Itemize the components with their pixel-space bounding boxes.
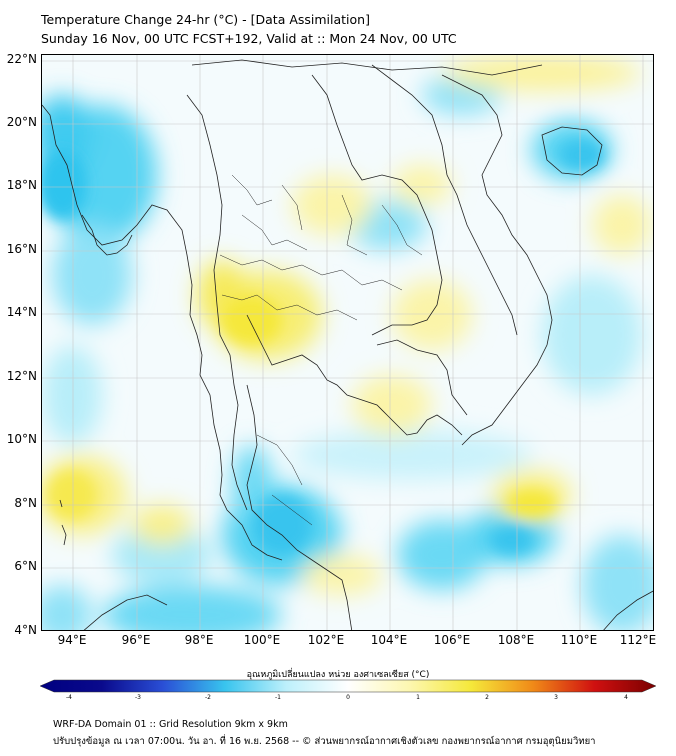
lat-label-10n: 10°N	[6, 432, 37, 446]
lon-label-110e: 110°E	[560, 633, 598, 647]
lat-label-4n: 4°N	[14, 623, 37, 637]
lon-label-102e: 102°E	[307, 633, 345, 647]
colorbar-title: อุณหภูมิเปลี่ยนแปลง หน่วย องศาเซลเซียส (…	[246, 670, 430, 680]
lat-label-14n: 14°N	[6, 305, 37, 319]
footer-credit: ปรับปรุงข้อมูล ณ เวลา 07:00น. วัน อา. ที…	[53, 736, 596, 747]
lat-label-8n: 8°N	[14, 496, 37, 510]
colorbar	[40, 679, 656, 693]
colorbar-tick: 4	[624, 694, 628, 701]
map-title: Temperature Change 24-hr (°C) - [Data As…	[41, 12, 370, 27]
colorbar-tick: 2	[485, 694, 489, 701]
lat-label-16n: 16°N	[6, 242, 37, 256]
coastlines-borders	[42, 59, 653, 630]
lon-label-104e: 104°E	[370, 633, 408, 647]
colorbar-tick: -2	[205, 694, 211, 701]
temperature-field-detail	[42, 140, 604, 555]
lat-label-12n: 12°N	[6, 369, 37, 383]
lat-label-6n: 6°N	[14, 559, 37, 573]
lat-label-20n: 20°N	[6, 115, 37, 129]
colorbar-tick: 3	[554, 694, 558, 701]
lon-label-94e: 94°E	[57, 633, 87, 647]
colorbar-tick: 1	[416, 694, 420, 701]
temperature-change-map[interactable]	[41, 54, 654, 631]
lon-label-98e: 98°E	[184, 633, 214, 647]
colorbar-tick: -4	[66, 694, 72, 701]
colorbar-tick: 0	[346, 694, 350, 701]
lat-label-22n: 22°N	[6, 52, 37, 66]
map-canvas	[42, 55, 653, 630]
lat-label-18n: 18°N	[6, 178, 37, 192]
colorbar-tick: -1	[275, 694, 281, 701]
colorbar-tick: -3	[135, 694, 141, 701]
lon-label-96e: 96°E	[121, 633, 151, 647]
lon-label-100e: 100°E	[243, 633, 281, 647]
lon-label-112e: 112°E	[619, 633, 657, 647]
footer-model-info: WRF-DA Domain 01 :: Grid Resolution 9km …	[53, 719, 288, 730]
graticule	[42, 55, 653, 630]
lon-label-108e: 108°E	[497, 633, 535, 647]
lon-label-106e: 106°E	[433, 633, 471, 647]
map-subtitle: Sunday 16 Nov, 00 UTC FCST+192, Valid at…	[41, 31, 457, 46]
